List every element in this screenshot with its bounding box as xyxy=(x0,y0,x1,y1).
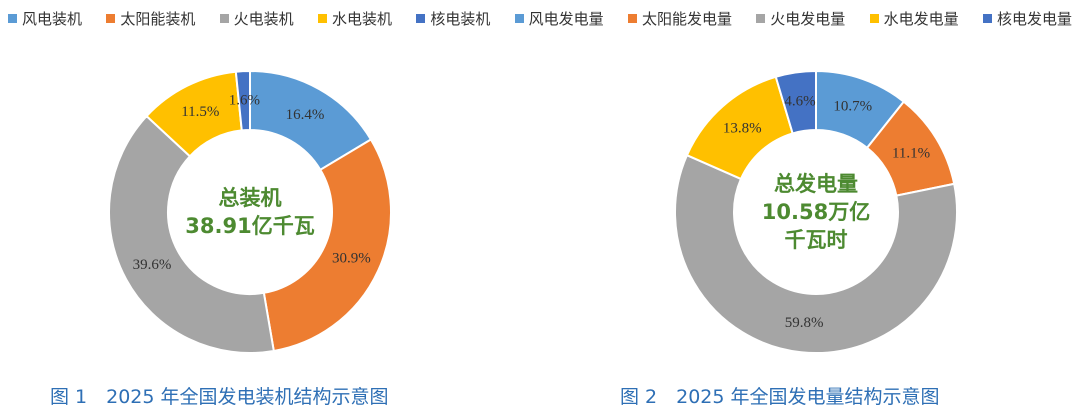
donut-center-label: 38.91亿千瓦 xyxy=(185,214,314,238)
legend-label: 太阳能发电量 xyxy=(641,9,732,28)
legend-swatch xyxy=(106,13,116,23)
legend-label: 核电装机 xyxy=(430,9,491,28)
legend-swatch xyxy=(869,13,879,23)
legend-label: 火电发电量 xyxy=(770,9,846,28)
legend-item: 火电装机 xyxy=(219,8,294,29)
legend-label: 水电装机 xyxy=(331,9,392,28)
slice-percent-label: 13.8% xyxy=(723,120,762,136)
donut-center-label: 千瓦时 xyxy=(785,228,848,252)
slice-percent-label: 1.6% xyxy=(229,93,260,109)
donut-center-label: 10.58万亿 xyxy=(762,200,870,224)
legend-swatch xyxy=(982,13,992,23)
donut-slice xyxy=(108,114,275,354)
legend-swatch xyxy=(756,13,766,23)
legend-item: 太阳能发电量 xyxy=(627,8,732,29)
slice-percent-label: 11.1% xyxy=(892,146,930,162)
slice-percent-label: 16.4% xyxy=(286,107,325,123)
legend-item: 核电装机 xyxy=(416,8,490,29)
legend-item: 水电发电量 xyxy=(869,8,959,29)
legend-item: 核电发电量 xyxy=(982,8,1072,29)
legend-swatch xyxy=(514,13,524,23)
installed-capacity-donut-chart: 16.4% 30.9% 39.6% 11.5% 1.6% 总装机 38.91亿千瓦 xyxy=(108,69,392,354)
figure-1-caption: 图 1 2025 年全国发电装机结构示意图 xyxy=(50,386,389,408)
legend-item: 太阳能装机 xyxy=(106,8,195,29)
chart-legend: 风电装机 太阳能装机 火电装机 水电装机 核电装机 风电发电量 太阳能发电量 火… xyxy=(8,4,1072,32)
donut-slice xyxy=(262,138,392,353)
legend-swatch xyxy=(627,13,637,23)
slice-percent-label: 4.6% xyxy=(784,94,815,110)
legend-swatch xyxy=(219,13,229,23)
donut-center-label: 总装机 xyxy=(219,186,282,210)
donut-slice xyxy=(234,69,251,132)
slice-percent-label: 30.9% xyxy=(332,251,371,267)
donut-slice xyxy=(774,69,817,135)
legend-label: 核电发电量 xyxy=(996,9,1072,28)
slice-percent-label: 11.5% xyxy=(181,104,219,120)
legend-item: 火电发电量 xyxy=(756,8,845,29)
legend-swatch xyxy=(416,13,426,23)
slice-percent-label: 10.7% xyxy=(833,99,872,115)
slice-percent-label: 39.6% xyxy=(133,257,172,273)
legend-item: 风电装机 xyxy=(8,8,82,29)
donut-slice xyxy=(674,153,958,354)
legend-label: 风电装机 xyxy=(22,9,83,28)
legend-item: 风电发电量 xyxy=(514,8,604,29)
legend-label: 火电装机 xyxy=(233,9,294,28)
legend-swatch xyxy=(8,13,17,23)
donut-center-label: 总发电量 xyxy=(774,172,858,196)
legend-label: 水电发电量 xyxy=(883,9,959,28)
legend-label: 风电发电量 xyxy=(528,9,604,28)
legend-swatch xyxy=(317,13,327,23)
legend-label: 太阳能装机 xyxy=(120,9,196,28)
slice-percent-label: 59.8% xyxy=(785,315,824,331)
figure-2-caption: 图 2 2025 年全国发电量结构示意图 xyxy=(620,386,940,408)
legend-item: 水电装机 xyxy=(317,8,392,29)
